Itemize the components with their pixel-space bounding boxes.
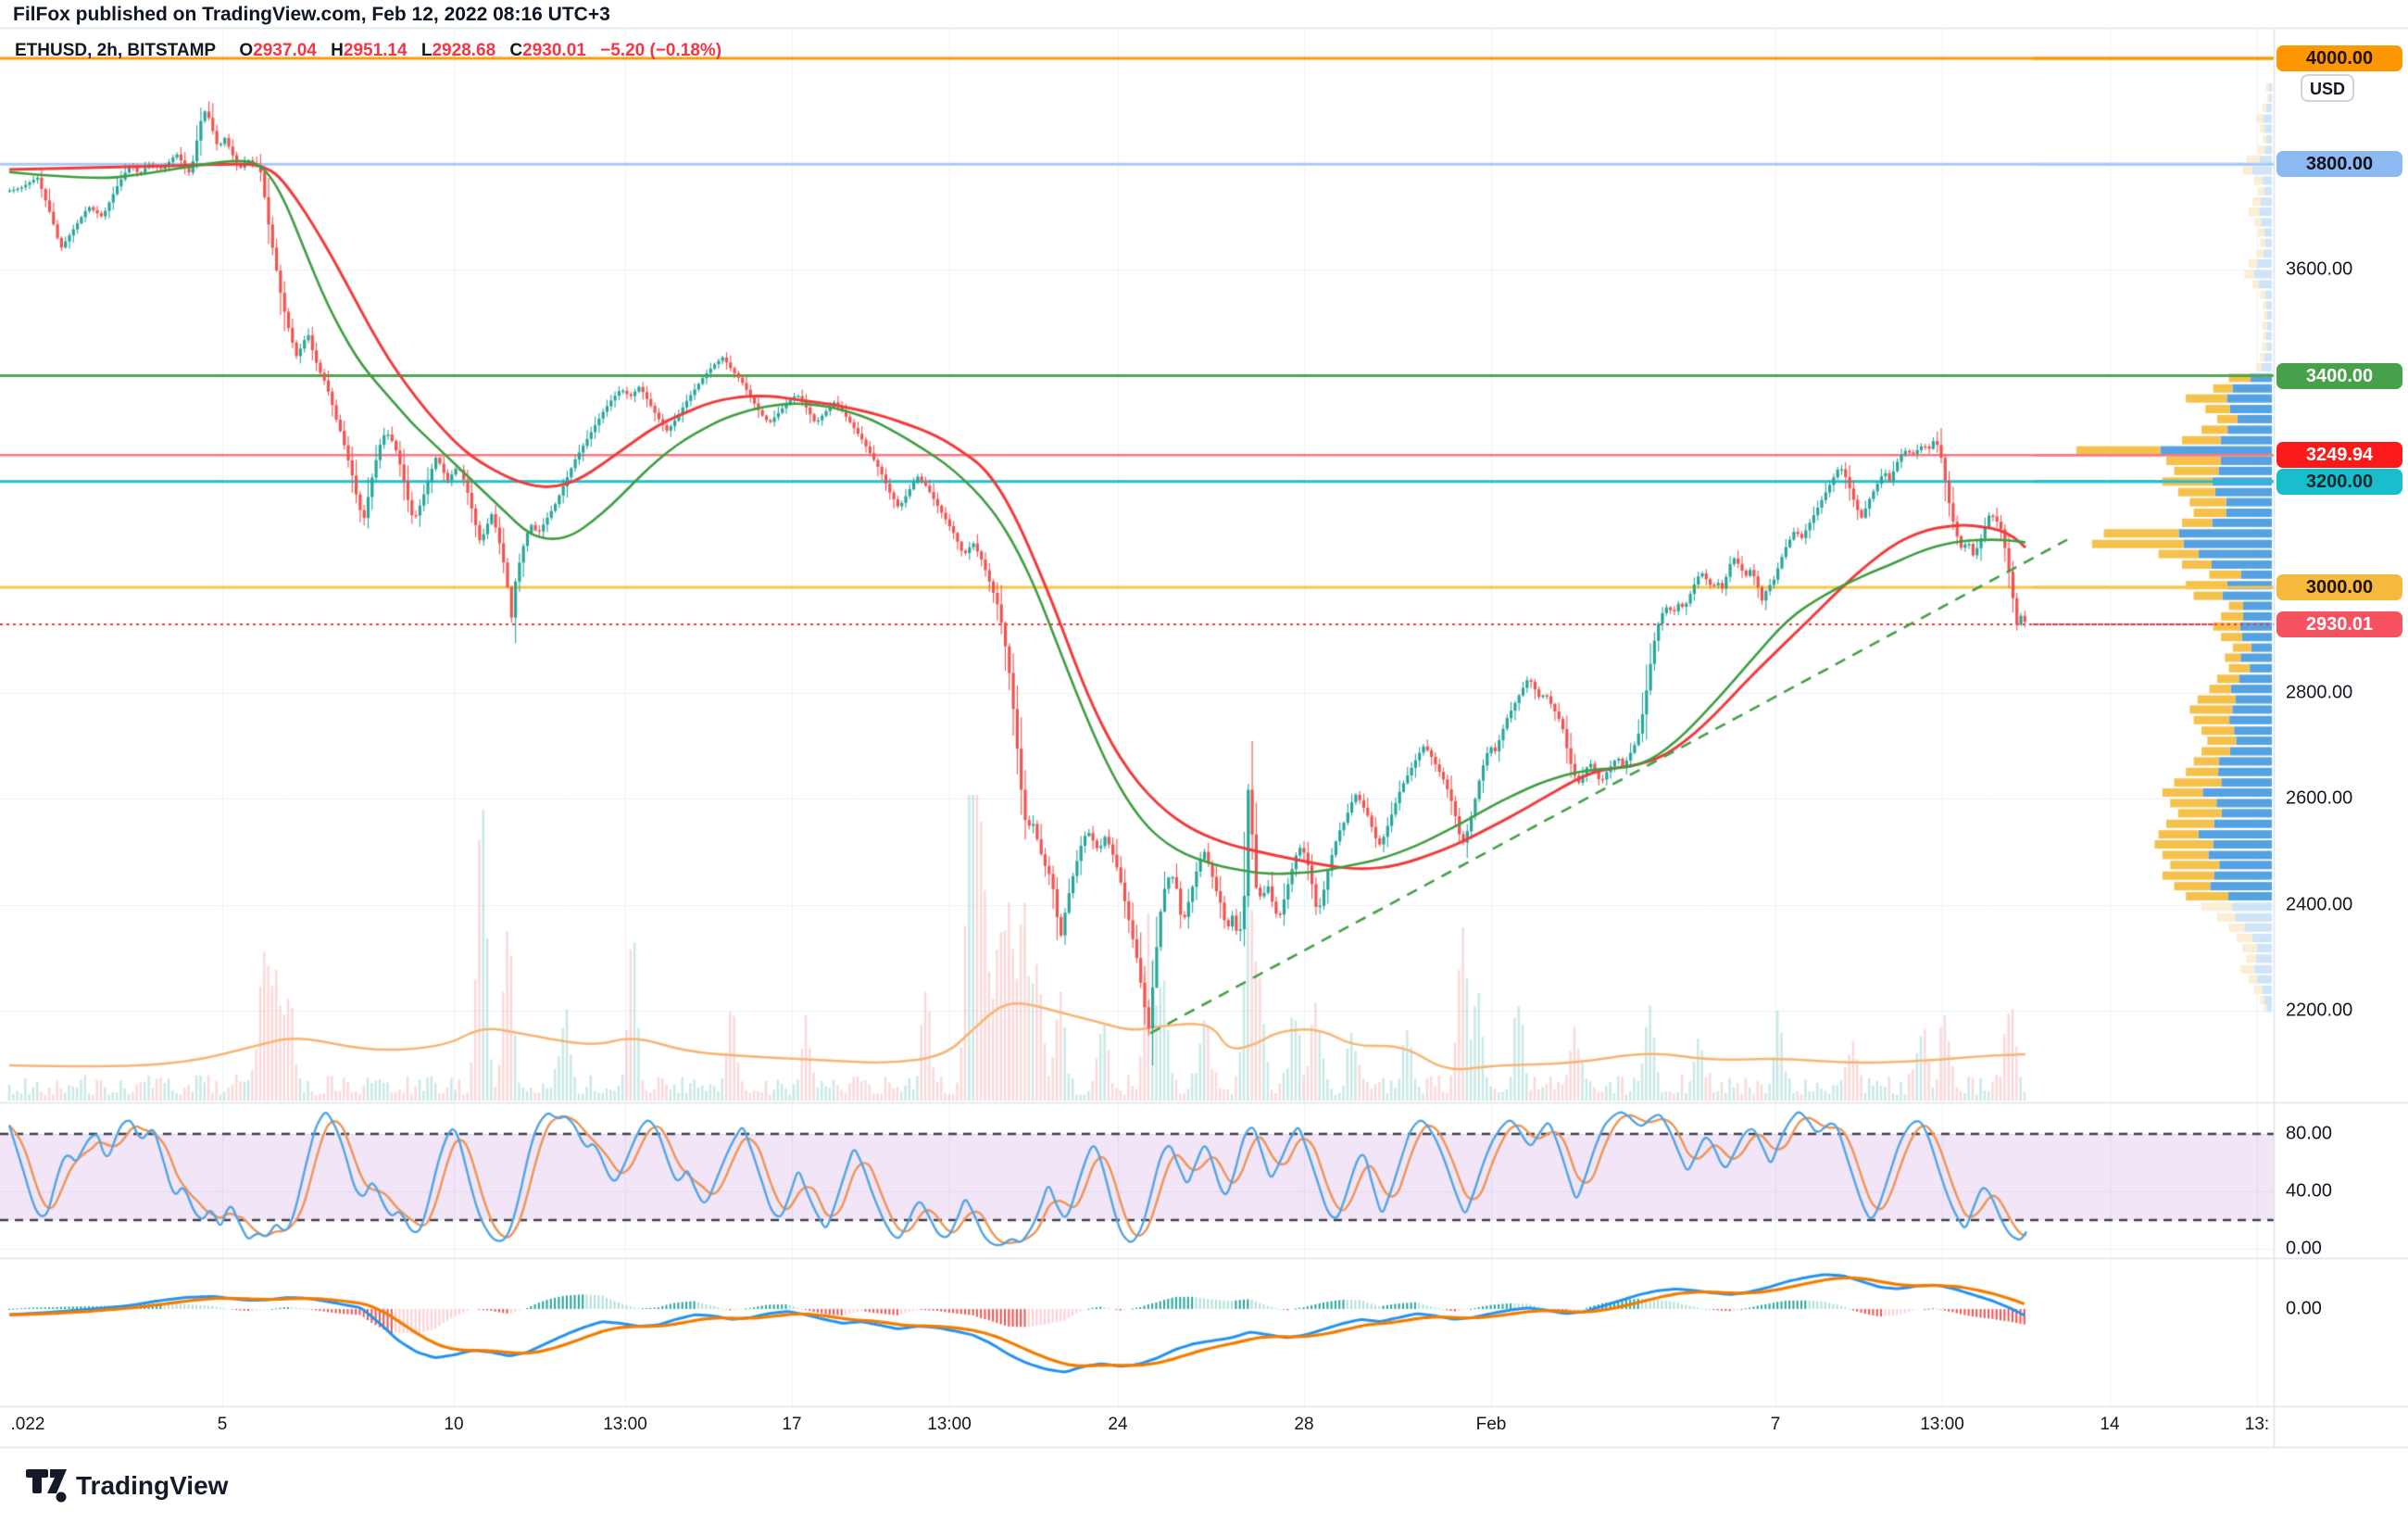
price-badge: 2930.01 (2276, 610, 2402, 637)
time-axis-tick: Feb (1475, 1415, 1507, 1434)
legend-open-label: O (239, 41, 254, 60)
stoch-axis-label: 0.00 (2286, 1238, 2322, 1259)
time-axis-tick: 13:00 (603, 1415, 647, 1434)
time-axis-tick: .022 (10, 1415, 45, 1434)
currency-toggle-button[interactable]: USD (2301, 74, 2354, 102)
legend-high-value: 2951.14 (343, 41, 408, 60)
time-axis-tick: 28 (1294, 1415, 1314, 1434)
time-axis-tick: 5 (217, 1415, 228, 1434)
time-axis-tick: 13: (2244, 1415, 2270, 1434)
price-badge: 3400.00 (2276, 362, 2402, 389)
time-axis-tick: 13:00 (927, 1415, 972, 1434)
price-axis-label: 2800.00 (2286, 682, 2353, 703)
time-axis-tick: 10 (444, 1415, 464, 1434)
stoch-axis-label: 40.00 (2286, 1180, 2333, 1202)
price-badge: 3000.00 (2276, 574, 2402, 600)
time-axis-tick: 14 (2100, 1415, 2120, 1434)
price-badge: 4000.00 (2276, 45, 2402, 71)
price-badge: 3800.00 (2276, 151, 2402, 178)
price-axis-label: 2600.00 (2286, 787, 2353, 809)
time-axis-tick: 17 (782, 1415, 802, 1434)
price-axis-label: 2400.00 (2286, 894, 2353, 915)
publish-header: FilFox published on TradingView.com, Feb… (13, 4, 610, 26)
tradingview-logo-text: TradingView (76, 1471, 229, 1500)
legend-low-value: 2928.68 (432, 41, 496, 60)
legend-close-label: C (509, 41, 523, 60)
legend-close-value: 2930.01 (522, 41, 586, 60)
price-badge: 3249.94 (2276, 442, 2402, 469)
legend-open-value: 2937.04 (253, 41, 317, 60)
time-axis-tick: 13:00 (1920, 1415, 1964, 1434)
time-axis-tick: 7 (1770, 1415, 1781, 1434)
legend-change: −5.20 (−0.18%) (600, 41, 722, 60)
legend-high-label: H (331, 41, 344, 60)
legend-low-label: L (420, 41, 433, 60)
price-badge: 3200.00 (2276, 468, 2402, 495)
tradingview-logo[interactable]: TradingView (26, 1469, 228, 1503)
price-axis-label: 3600.00 (2286, 258, 2353, 280)
macd-axis-label: 0.00 (2286, 1298, 2322, 1319)
tradingview-logo-icon (26, 1469, 67, 1503)
time-axis-tick: 24 (1108, 1415, 1128, 1434)
price-axis-label: 2200.00 (2286, 1000, 2353, 1021)
publish-header-text: FilFox published on TradingView.com, Feb… (13, 4, 610, 25)
stoch-axis-label: 80.00 (2286, 1123, 2333, 1144)
chart-legend[interactable]: ETHUSD, 2h, BITSTAMP O2937.04 H2951.14 L… (15, 41, 721, 61)
legend-symbol: ETHUSD, 2h, BITSTAMP (15, 41, 217, 60)
